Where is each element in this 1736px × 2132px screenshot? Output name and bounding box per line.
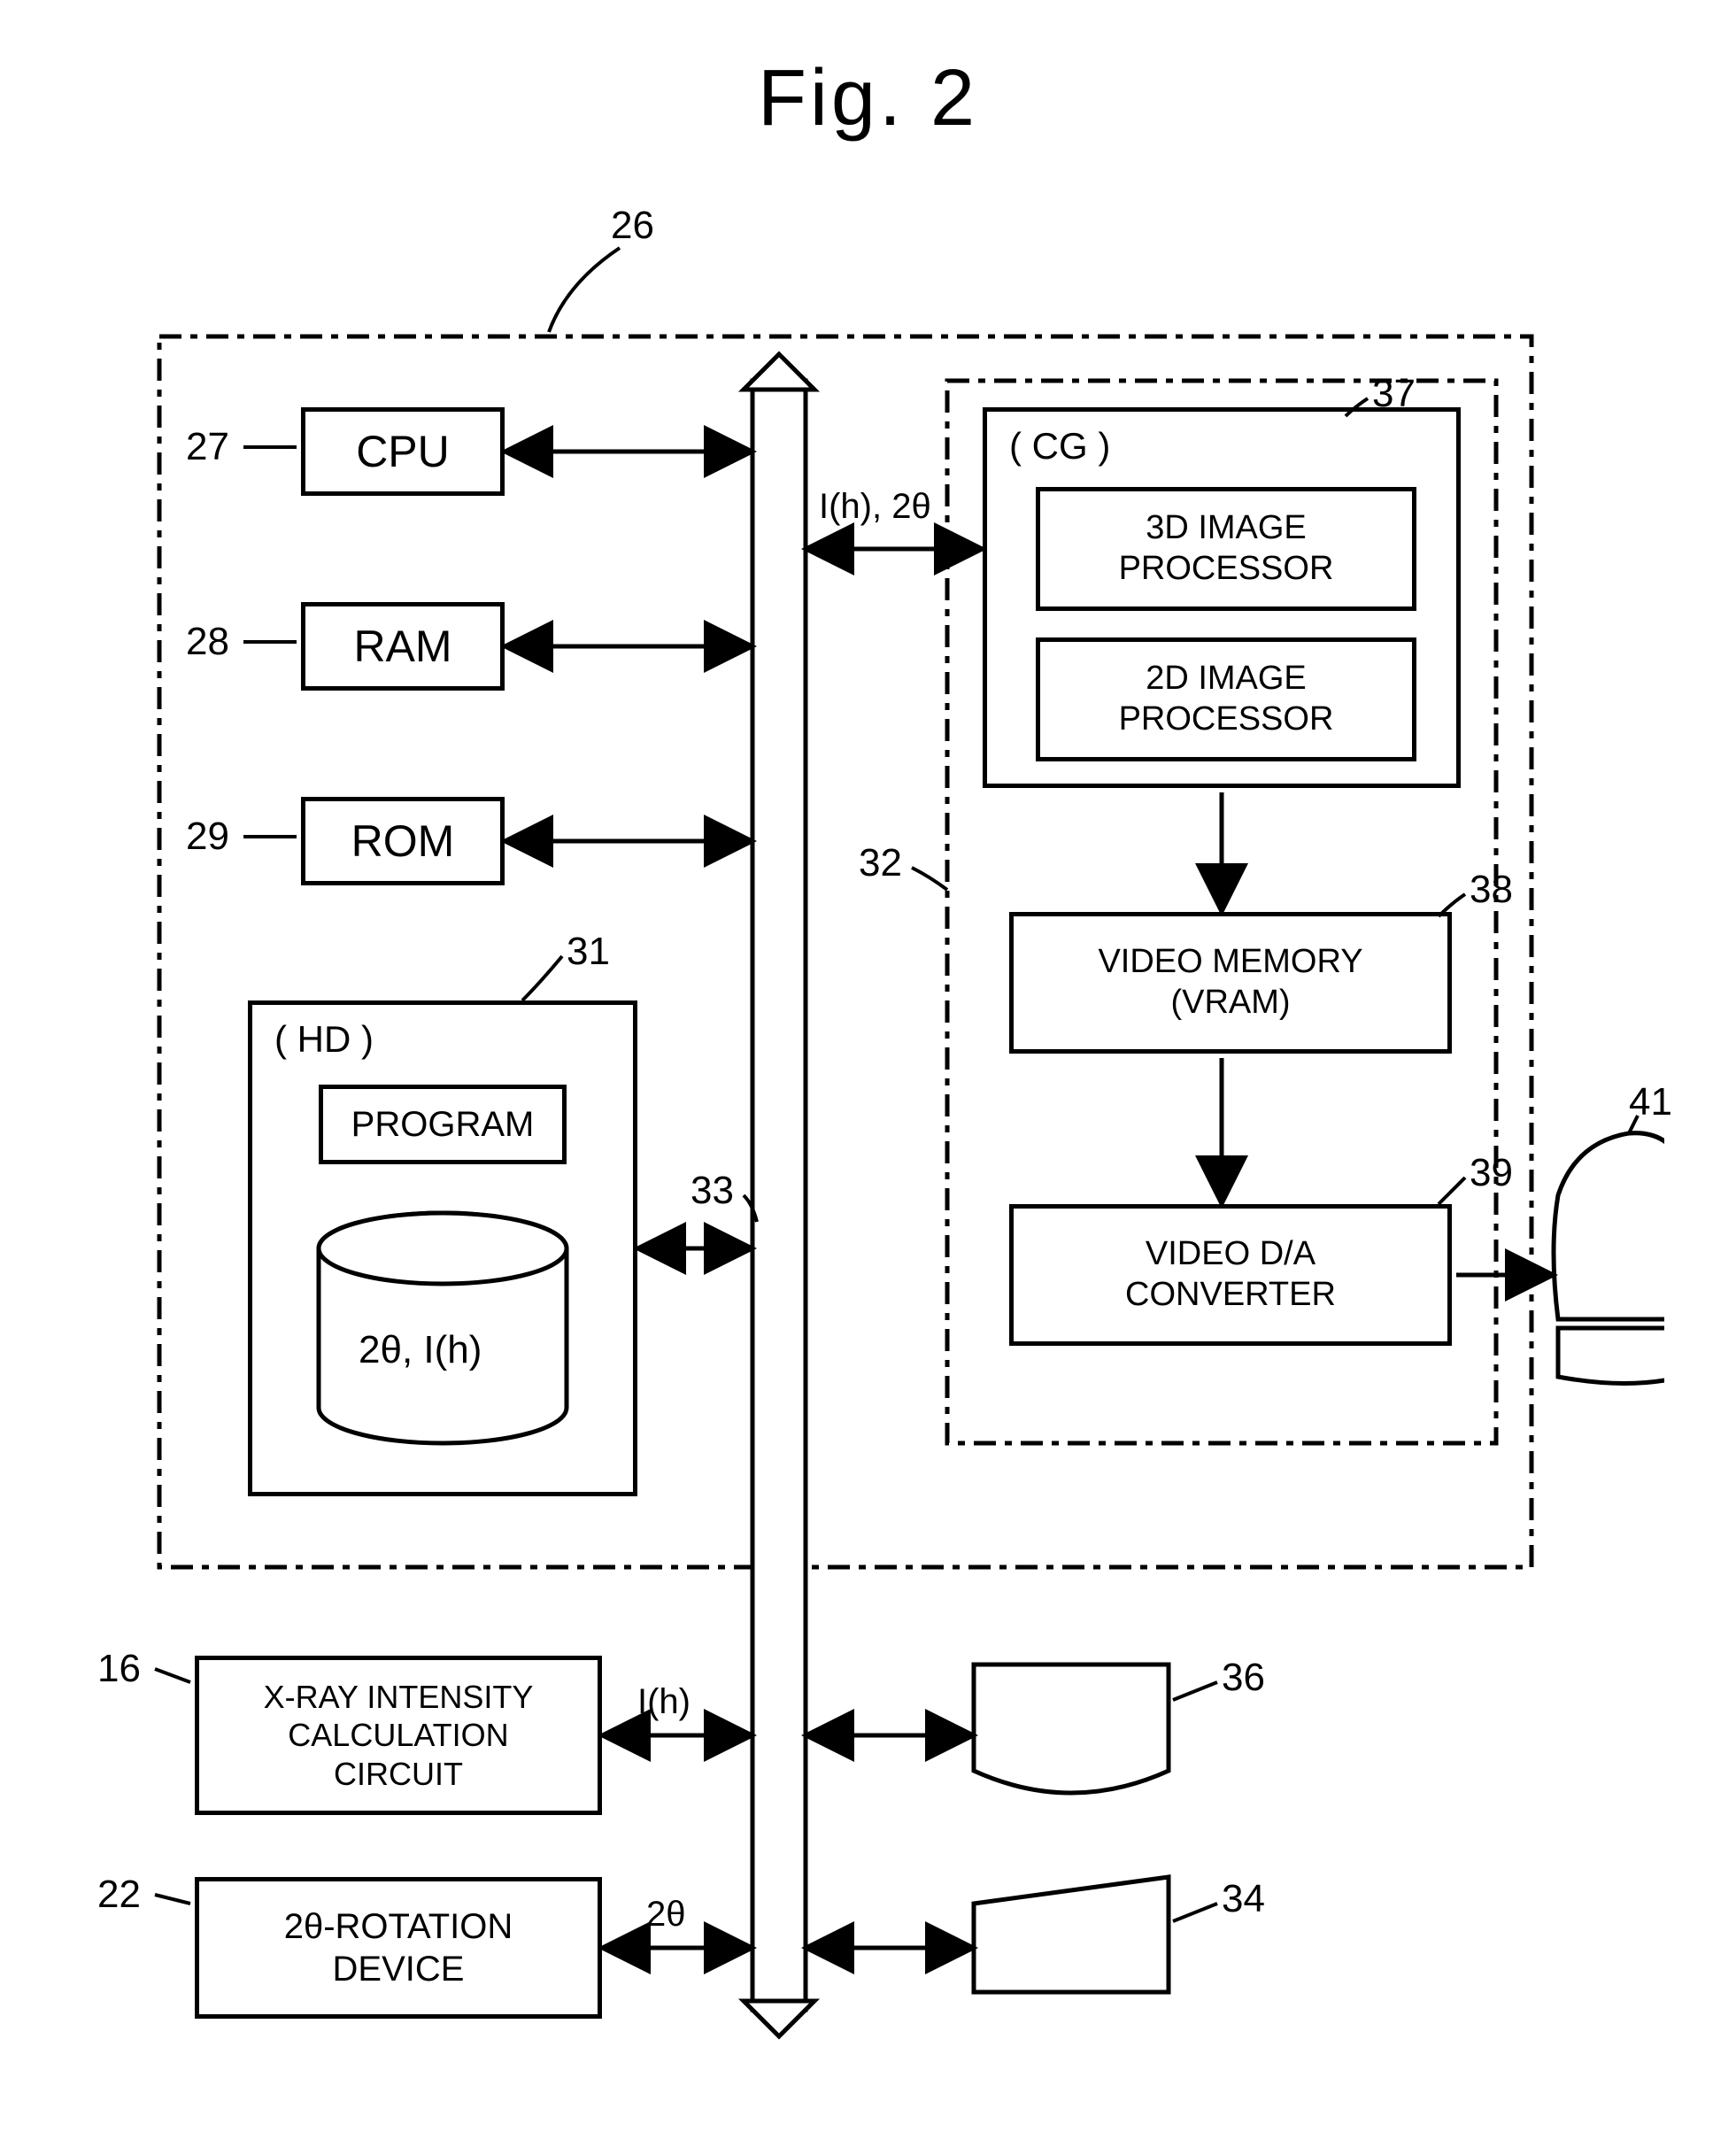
- figure-title: Fig. 2: [0, 53, 1736, 144]
- bus-label-xray: I(h): [637, 1682, 691, 1722]
- bus-label-cg: I(h), 2θ: [819, 487, 931, 527]
- bus-label-rotation: 2θ: [646, 1895, 686, 1935]
- diagram-area: 26 CPU 27 RAM 28 ROM 29 ( HD ) 31 PROGRA…: [71, 230, 1664, 2090]
